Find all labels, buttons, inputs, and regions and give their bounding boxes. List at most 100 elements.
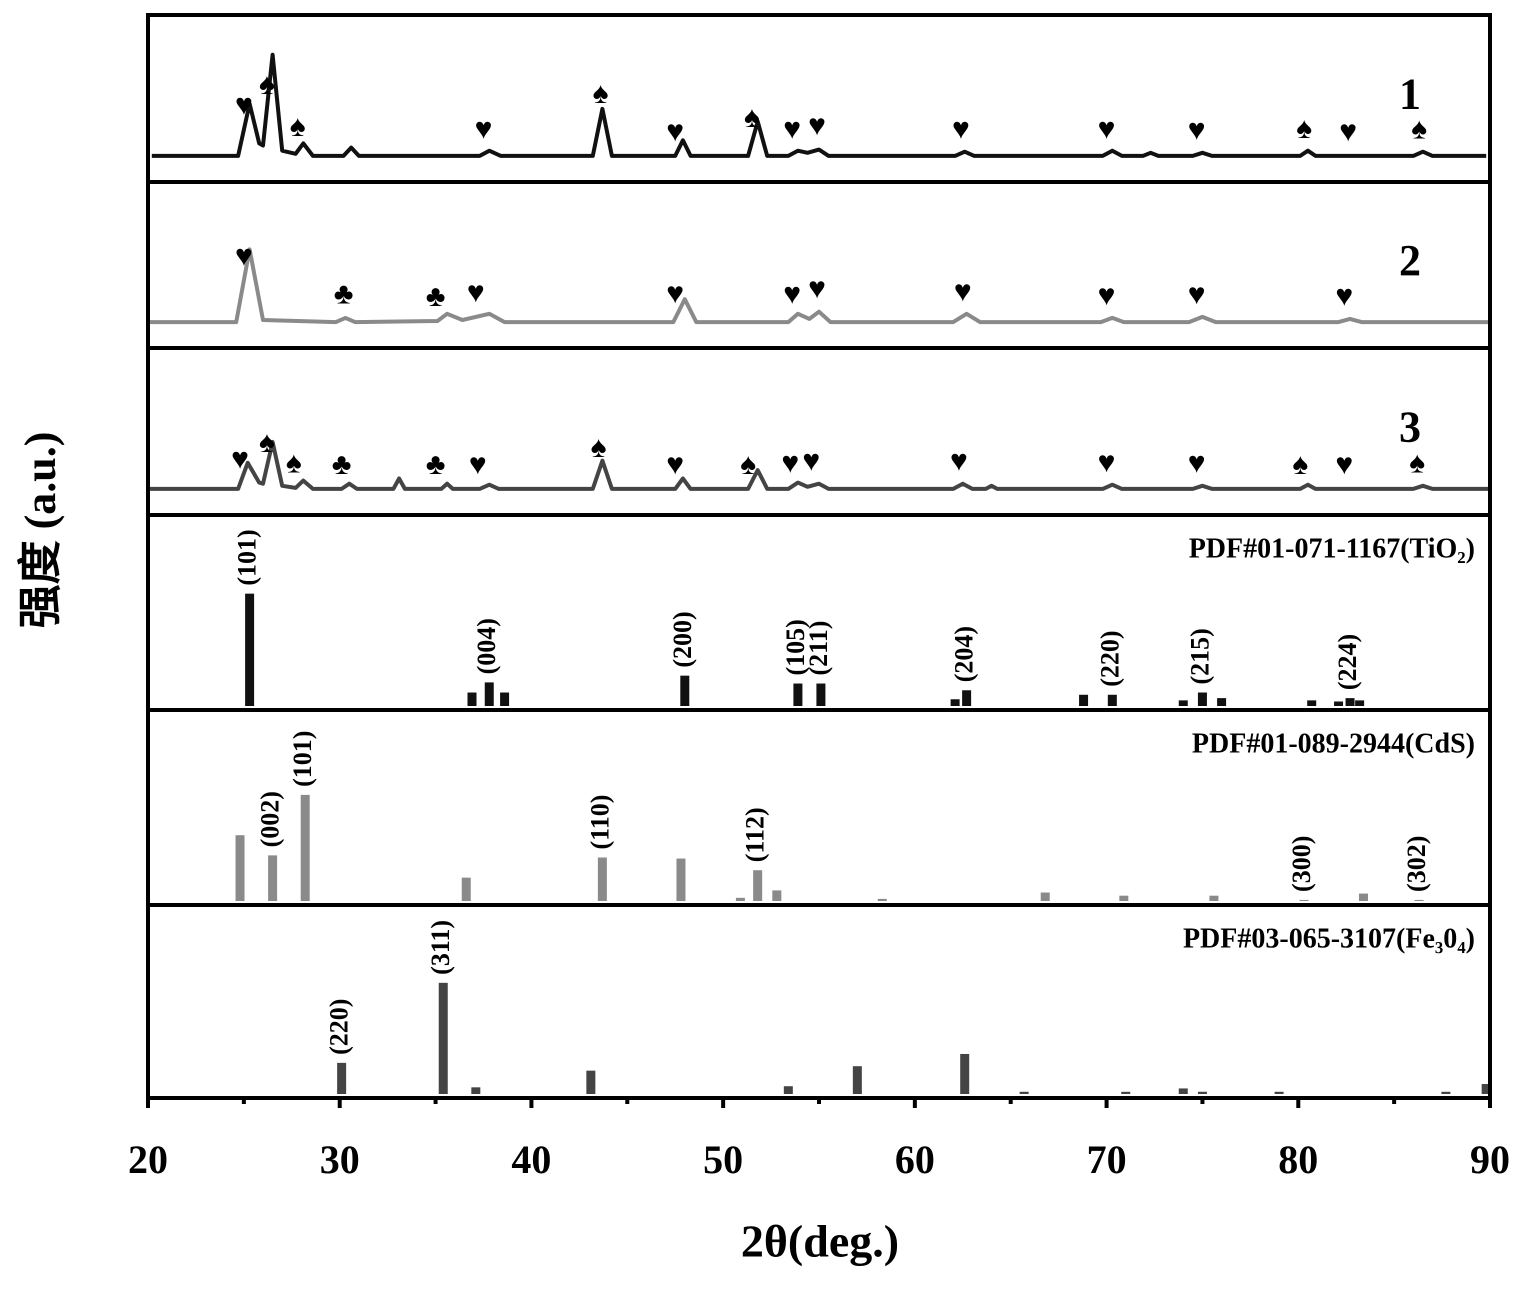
phase-marker: ♥ bbox=[954, 275, 972, 308]
phase-marker: ♥ bbox=[666, 277, 684, 310]
reference-stick bbox=[586, 1070, 596, 1094]
phase-marker: ♥ bbox=[235, 239, 253, 272]
phase-marker: ♥ bbox=[1098, 113, 1116, 146]
phase-marker: ♥ bbox=[1098, 446, 1116, 479]
y-axis-label: 强度 (a.u.) bbox=[16, 432, 65, 629]
reference-stick bbox=[877, 898, 887, 901]
miller-index: (215) bbox=[1185, 628, 1214, 684]
reference-stick bbox=[1197, 1091, 1207, 1094]
phase-marker: ♣ bbox=[426, 280, 446, 313]
reference-stick bbox=[300, 794, 310, 901]
phase-marker: ♠ bbox=[259, 426, 275, 459]
reference-stick bbox=[1441, 1091, 1451, 1094]
reference-stick bbox=[1334, 701, 1344, 706]
phase-marker: ♥ bbox=[231, 443, 249, 476]
pattern-line bbox=[148, 247, 1490, 325]
reference-label: PDF#01-089-2944(CdS) bbox=[1192, 728, 1475, 759]
miller-index: (110) bbox=[585, 795, 614, 850]
phase-marker: ♥ bbox=[808, 272, 826, 305]
phase-marker: ♥ bbox=[235, 89, 253, 122]
reference-stick bbox=[500, 692, 510, 706]
x-tick-label: 60 bbox=[895, 1137, 935, 1182]
miller-index: (220) bbox=[325, 999, 354, 1055]
reference-stick bbox=[484, 682, 494, 706]
phase-marker: ♥ bbox=[1335, 279, 1353, 312]
miller-index: (302) bbox=[1402, 836, 1431, 892]
miller-index: (211) bbox=[804, 621, 833, 676]
reference-stick bbox=[1178, 1088, 1188, 1094]
phase-marker: ♠ bbox=[592, 77, 608, 110]
phase-marker: ♥ bbox=[808, 109, 826, 142]
reference-stick bbox=[852, 1066, 862, 1094]
pattern-label: 1 bbox=[1399, 70, 1421, 119]
phase-marker: ♥ bbox=[666, 448, 684, 481]
phase-marker: ♣ bbox=[426, 448, 446, 481]
miller-index: (004) bbox=[472, 618, 501, 674]
phase-marker: ♠ bbox=[1411, 112, 1427, 145]
phase-marker: ♠ bbox=[1292, 448, 1308, 481]
phase-marker: ♥ bbox=[1335, 448, 1353, 481]
reference-stick bbox=[816, 683, 826, 706]
miller-index: (112) bbox=[741, 807, 770, 862]
reference-stick bbox=[680, 675, 690, 706]
phase-marker: ♥ bbox=[475, 113, 493, 146]
reference-stick bbox=[1197, 692, 1207, 706]
miller-index: (002) bbox=[256, 791, 285, 847]
miller-index: (220) bbox=[1095, 630, 1124, 686]
x-tick-label: 90 bbox=[1470, 1137, 1510, 1182]
phase-marker: ♠ bbox=[290, 110, 306, 143]
reference-stick bbox=[438, 982, 448, 1094]
phase-marker: ♥ bbox=[666, 115, 684, 148]
phase-marker: ♥ bbox=[950, 445, 968, 478]
reference-stick bbox=[337, 1062, 347, 1094]
miller-index: (300) bbox=[1287, 836, 1316, 892]
reference-stick bbox=[1414, 899, 1424, 901]
phase-marker: ♠ bbox=[259, 68, 275, 101]
miller-index: (311) bbox=[426, 920, 455, 975]
x-tick-label: 30 bbox=[320, 1137, 360, 1182]
phase-marker: ♥ bbox=[783, 278, 801, 311]
miller-index: (101) bbox=[288, 731, 317, 787]
reference-stick bbox=[1307, 700, 1317, 706]
reference-stick bbox=[1107, 694, 1117, 706]
reference-stick bbox=[1345, 698, 1355, 706]
reference-label: PDF#03-065-3107(Fe₃0₄) bbox=[1183, 923, 1475, 954]
reference-stick bbox=[235, 835, 245, 901]
phase-marker: ♣ bbox=[332, 448, 352, 481]
pattern-label: 2 bbox=[1399, 236, 1421, 285]
pattern-line bbox=[148, 439, 1490, 491]
pattern-label: 3 bbox=[1399, 403, 1421, 452]
phase-marker: ♠ bbox=[744, 101, 760, 134]
x-tick-label: 80 bbox=[1278, 1137, 1318, 1182]
reference-stick bbox=[1355, 700, 1365, 706]
reference-stick bbox=[676, 858, 686, 901]
reference-stick bbox=[1358, 893, 1368, 901]
phase-marker: ♥ bbox=[1188, 278, 1206, 311]
reference-stick bbox=[793, 683, 803, 706]
reference-stick bbox=[1481, 1083, 1491, 1094]
miller-index: (101) bbox=[233, 529, 262, 585]
reference-stick bbox=[753, 870, 763, 901]
x-tick-label: 50 bbox=[703, 1137, 743, 1182]
reference-stick bbox=[783, 1086, 793, 1094]
reference-stick bbox=[950, 699, 960, 706]
miller-index: (105) bbox=[781, 619, 810, 675]
phase-marker: ♥ bbox=[1188, 447, 1206, 480]
phase-marker: ♠ bbox=[1296, 112, 1312, 145]
x-tick-label: 20 bbox=[128, 1137, 168, 1182]
phase-marker: ♠ bbox=[740, 448, 756, 481]
reference-stick bbox=[1217, 698, 1227, 706]
phase-marker: ♠ bbox=[1409, 447, 1425, 480]
phase-marker: ♥ bbox=[469, 448, 487, 481]
phase-marker: ♥ bbox=[467, 276, 485, 309]
phase-marker: ♣ bbox=[334, 278, 354, 311]
reference-stick bbox=[1121, 1091, 1131, 1094]
phase-marker: ♥ bbox=[802, 445, 820, 478]
phase-marker: ♥ bbox=[952, 112, 970, 145]
reference-stick bbox=[268, 855, 278, 901]
reference-stick bbox=[467, 692, 477, 706]
x-tick-label: 40 bbox=[511, 1137, 551, 1182]
reference-stick bbox=[1019, 1091, 1029, 1094]
